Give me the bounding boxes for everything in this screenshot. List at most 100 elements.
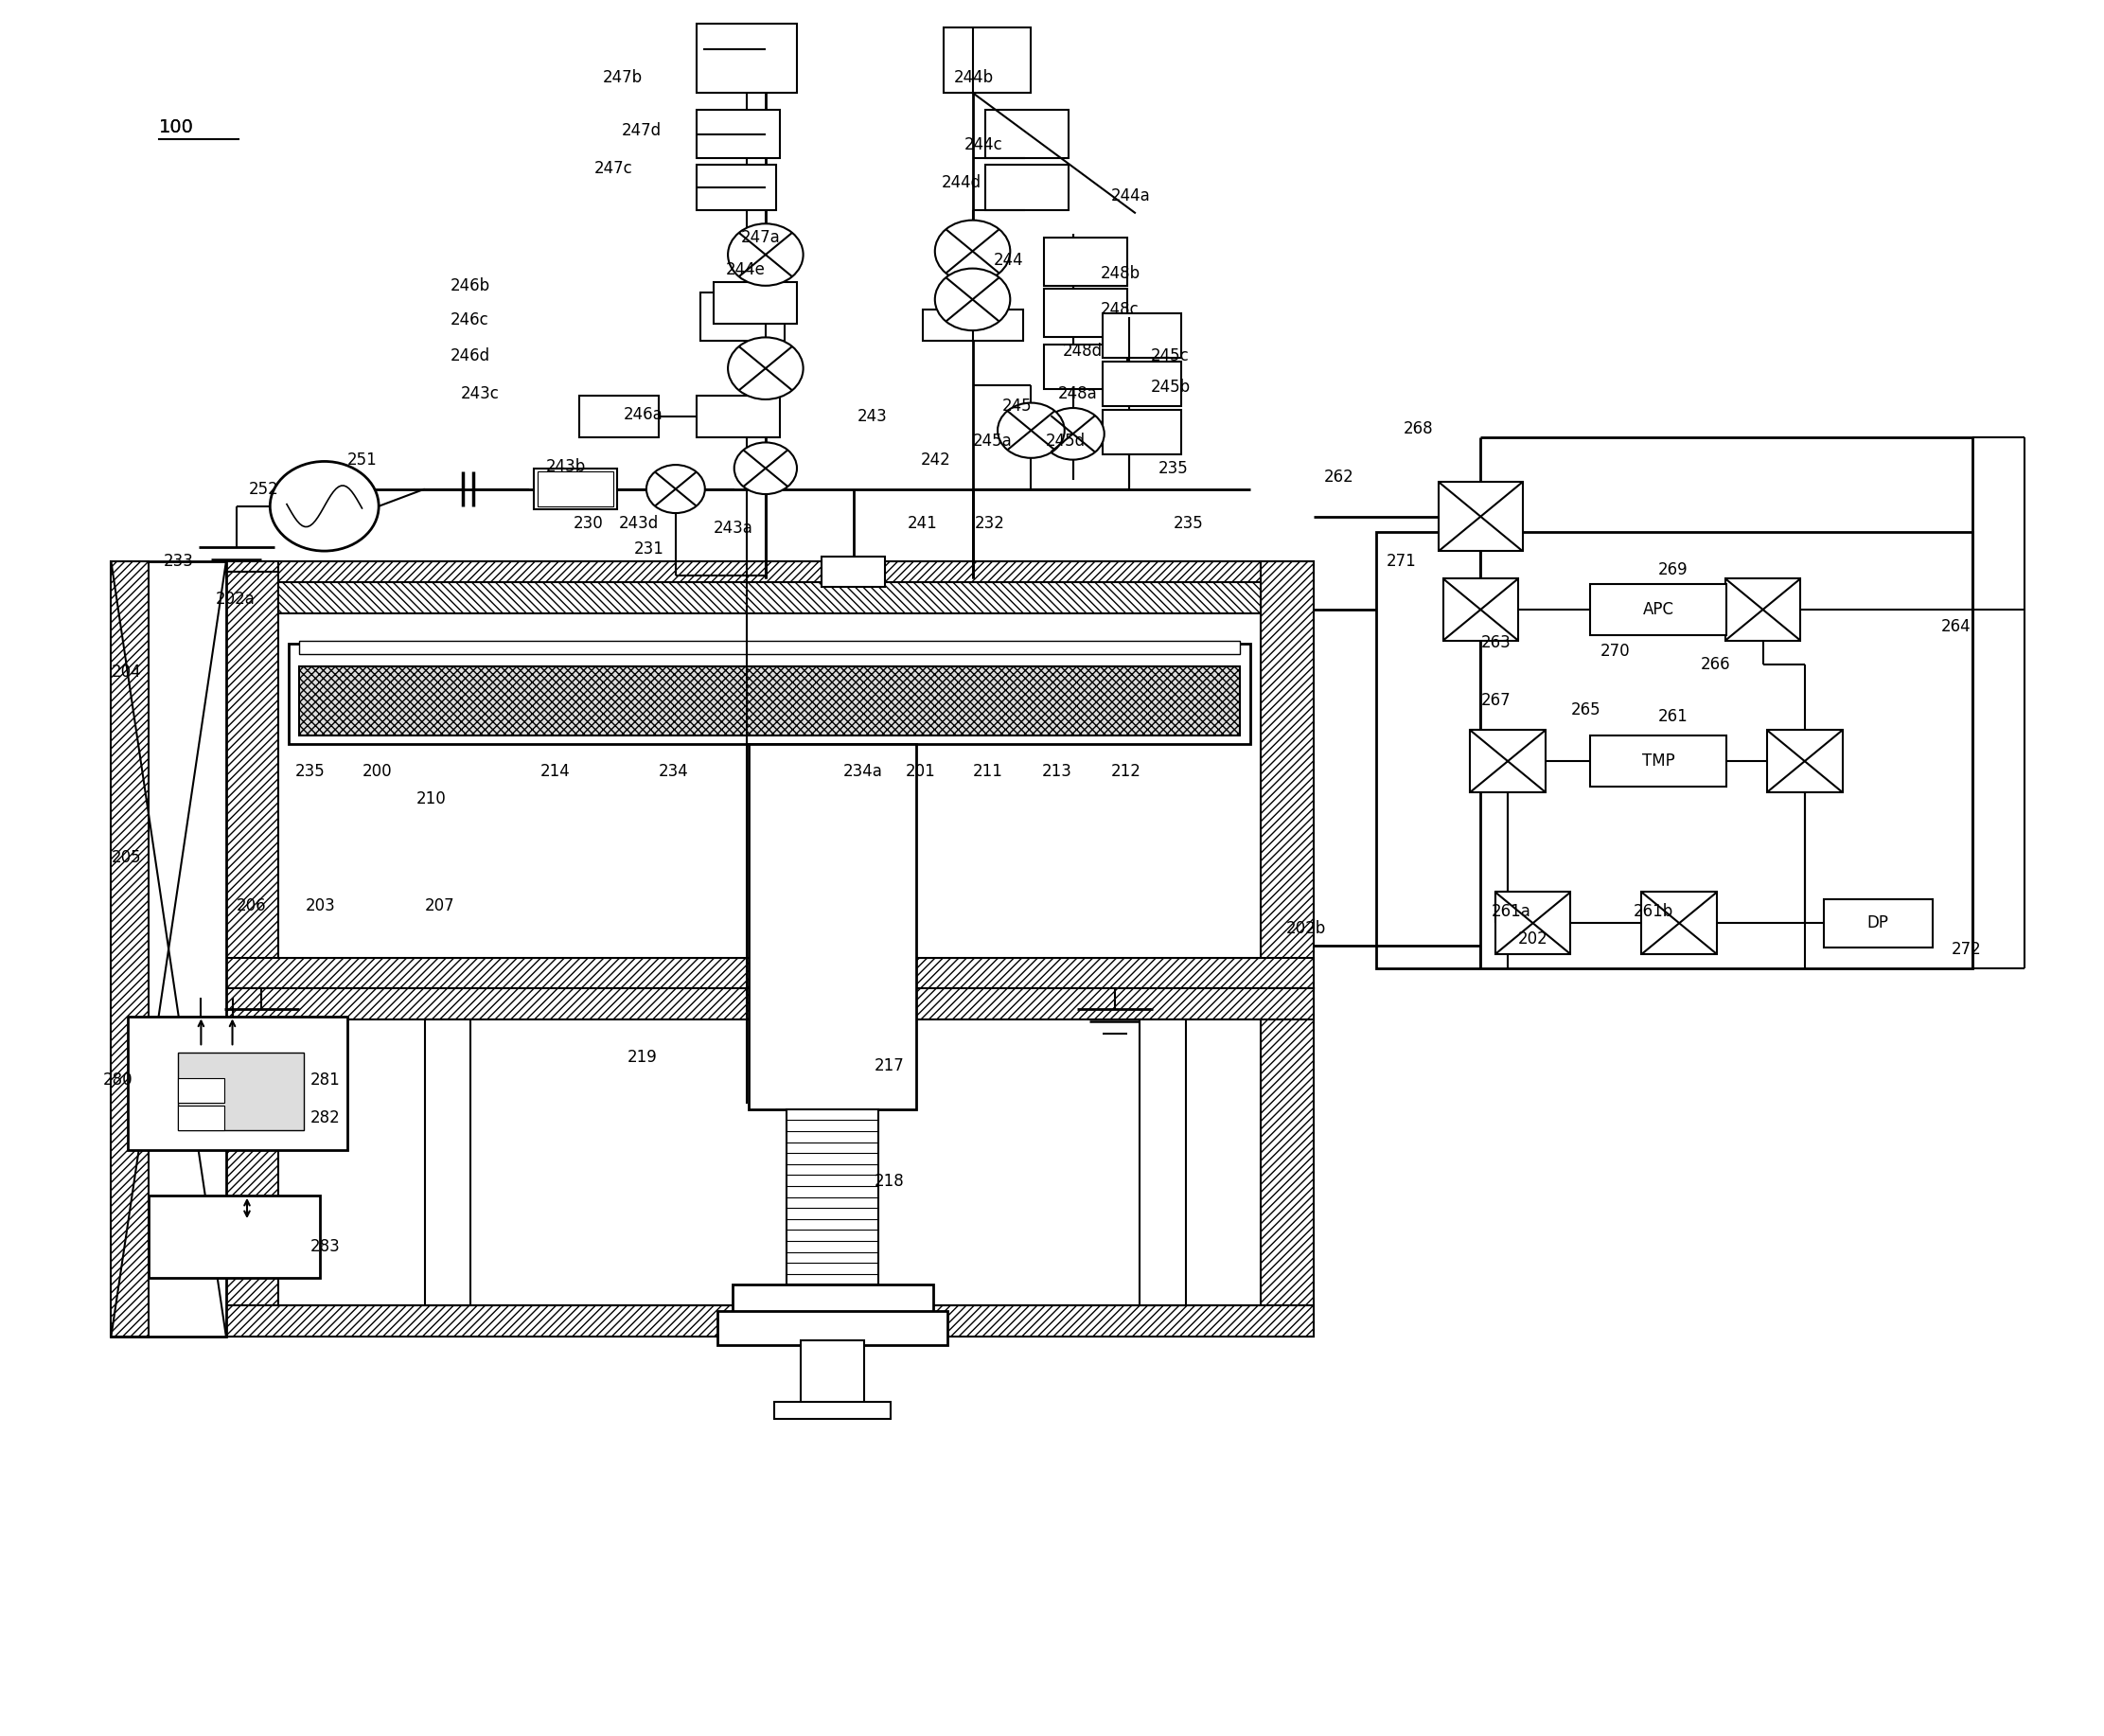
Bar [278,582,1260,613]
Text: 261b: 261b [1633,903,1673,920]
Text: 245c: 245c [1151,347,1189,365]
Text: 247b: 247b [602,69,642,85]
Text: 214: 214 [541,764,570,779]
Bar [717,1311,947,1345]
Circle shape [997,403,1065,458]
Text: 232: 232 [974,516,1006,531]
Text: 218: 218 [875,1174,905,1191]
Text: 247a: 247a [741,229,781,247]
Text: 243c: 243c [461,385,499,403]
Bar [1443,578,1519,641]
Bar [149,1196,320,1278]
Text: 267: 267 [1481,693,1511,710]
Bar [1140,1019,1187,1305]
Bar [1044,344,1128,389]
Text: 248a: 248a [1058,385,1098,403]
Text: 247d: 247d [621,122,661,139]
Text: 282: 282 [309,1109,341,1127]
Text: 204: 204 [112,663,141,681]
Text: 234: 234 [659,764,688,779]
Text: 212: 212 [1111,764,1140,779]
Bar [701,293,785,340]
Text: 248d: 248d [1063,342,1102,359]
Text: 217: 217 [875,1057,905,1075]
Text: 244: 244 [993,252,1023,269]
Bar [1044,238,1128,286]
Bar [112,561,149,1337]
Text: 243b: 243b [547,458,587,476]
Text: 235: 235 [1159,460,1189,477]
Text: 207: 207 [425,898,454,915]
Text: DP: DP [1866,915,1889,932]
Text: 243: 243 [858,408,888,425]
Text: 270: 270 [1599,642,1631,660]
Text: 248b: 248b [1100,266,1140,283]
Text: 203: 203 [305,898,337,915]
Text: 244b: 244b [953,69,993,85]
Circle shape [646,465,705,514]
Text: 244a: 244a [1111,187,1151,205]
Text: 211: 211 [972,764,1004,779]
Text: 246d: 246d [450,347,490,365]
Text: 246a: 246a [623,406,663,424]
Bar [985,109,1069,158]
Bar [1102,410,1182,455]
Text: 235: 235 [1174,516,1203,531]
Bar [1439,483,1523,550]
Text: 243d: 243d [619,516,659,531]
Text: 100: 100 [160,118,194,135]
Text: 245b: 245b [1151,378,1191,396]
Bar [1260,988,1313,1337]
Bar [1767,731,1843,792]
Text: 271: 271 [1387,552,1416,569]
Bar [179,1106,223,1130]
Text: 243a: 243a [713,521,753,536]
Text: 269: 269 [1658,561,1687,578]
Bar [696,165,776,210]
Bar [299,667,1239,736]
Bar [1725,578,1801,641]
Bar [534,469,616,510]
Text: 244d: 244d [940,174,980,191]
Text: 264: 264 [1940,618,1971,635]
Circle shape [728,224,804,286]
Text: 266: 266 [1700,656,1729,674]
Bar [225,958,1313,988]
Bar [1471,731,1546,792]
Text: 210: 210 [417,790,446,807]
Text: 251: 251 [347,451,377,469]
Bar [579,396,659,437]
Bar [1824,899,1931,948]
Bar [823,556,884,587]
Text: 262: 262 [1323,469,1353,486]
Bar [787,1109,879,1285]
Text: 202b: 202b [1286,920,1326,937]
Bar [179,1078,223,1102]
Text: 202a: 202a [215,590,255,608]
Circle shape [728,337,804,399]
Text: 265: 265 [1570,701,1601,719]
Text: 200: 200 [362,764,391,779]
Text: 202: 202 [1519,930,1549,948]
Bar [278,592,1260,958]
Bar [696,24,797,92]
Text: 201: 201 [905,764,936,779]
Text: 283: 283 [309,1238,341,1255]
Bar [1102,361,1182,406]
Text: 219: 219 [627,1049,659,1066]
Bar [732,1285,932,1312]
Bar [1591,736,1725,786]
Bar [1044,290,1128,337]
Bar [922,309,1023,340]
Bar [1641,892,1717,955]
Text: 100: 100 [160,118,194,135]
Bar [774,1403,890,1420]
Bar [225,1305,1313,1337]
Bar [1102,312,1182,358]
Bar [539,472,612,507]
Text: 241: 241 [907,516,938,531]
Text: 248c: 248c [1100,302,1138,318]
Circle shape [934,220,1010,283]
Bar [225,561,278,988]
Text: 245: 245 [1002,398,1031,415]
